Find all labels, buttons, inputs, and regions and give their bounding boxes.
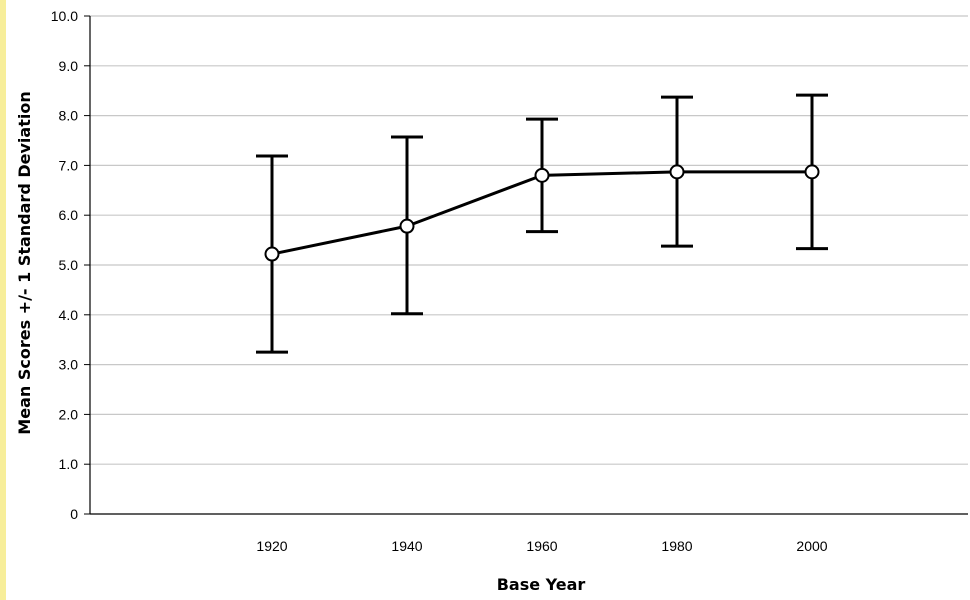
- x-tick-label: 2000: [796, 538, 827, 554]
- y-axis-title: Mean Scores +/- 1 Standard Deviation: [15, 91, 34, 434]
- data-point: [264, 246, 280, 262]
- y-tick-label: 1.0: [59, 456, 79, 472]
- left-accent-stripe: [0, 0, 6, 600]
- y-tick-label: 8.0: [59, 108, 79, 124]
- data-point: [399, 218, 415, 234]
- y-tick-label: 2.0: [59, 406, 79, 422]
- data-point: [804, 164, 820, 180]
- y-tick-labels: 0 1.0 2.0 3.0 4.0 5.0 6.0 7.0 8.0 9.0 10.0: [51, 8, 78, 522]
- y-tick-label: 0: [70, 506, 78, 522]
- y-tick-label: 10.0: [51, 8, 78, 24]
- data-points: [264, 164, 820, 262]
- x-tick-labels: 1920 1940 1960 1980 2000: [256, 538, 827, 554]
- x-tick-label: 1960: [526, 538, 557, 554]
- x-axis-title: Base Year: [497, 575, 586, 594]
- axes: [84, 15, 968, 515]
- y-tick-label: 4.0: [59, 307, 79, 323]
- y-tick-label: 5.0: [59, 257, 79, 273]
- y-tick-label: 6.0: [59, 207, 79, 223]
- y-tick-label: 9.0: [59, 58, 79, 74]
- y-tick-label: 7.0: [59, 157, 79, 173]
- y-tick-label: 3.0: [59, 357, 79, 373]
- data-point: [534, 167, 550, 183]
- error-bars: [256, 93, 828, 354]
- x-tick-label: 1980: [661, 538, 692, 554]
- gridlines: [90, 15, 968, 465]
- data-point: [669, 164, 685, 180]
- x-tick-label: 1940: [391, 538, 422, 554]
- x-tick-label: 1920: [256, 538, 287, 554]
